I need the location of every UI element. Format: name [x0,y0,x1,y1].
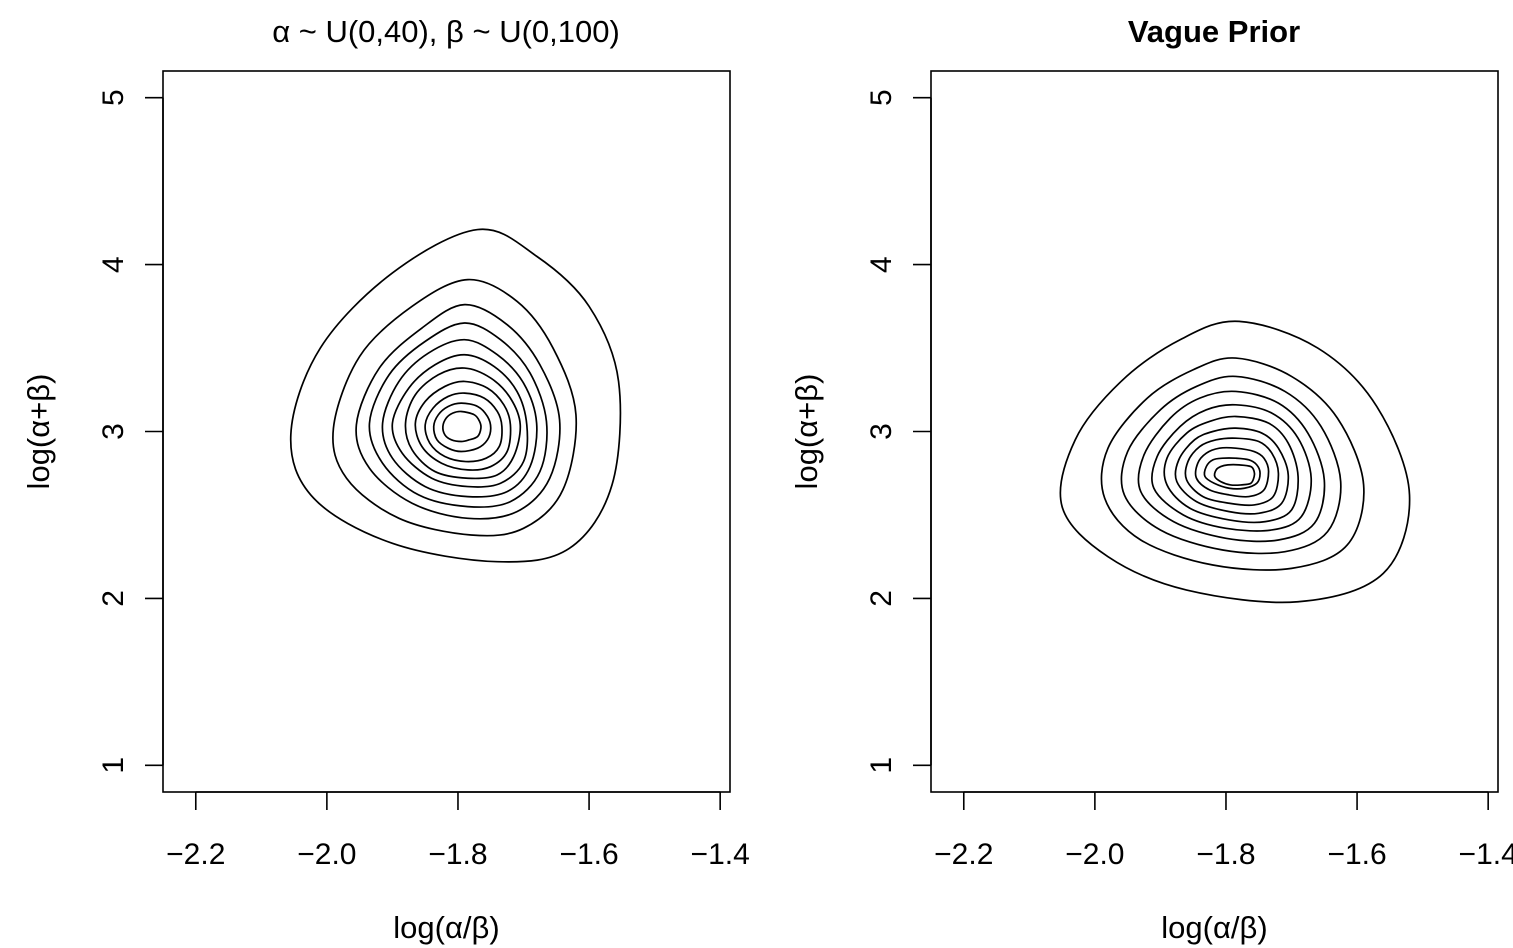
x-tick-label: −1.4 [691,838,750,871]
contour-line-9 [1194,446,1270,498]
contour-line-11 [442,410,482,443]
x-tick-label: −1.8 [1196,838,1255,871]
y-tick-label: 5 [865,89,898,106]
contour-line-11 [1213,463,1256,487]
y-tick-label: 1 [865,757,898,774]
x-tick-label: −1.8 [428,838,487,871]
y-tick-label: 4 [865,256,898,273]
contour-line-6 [391,353,529,488]
y-tick-label: 3 [97,423,130,440]
x-tick-label: −2.0 [1065,838,1124,871]
contour-line-1 [289,228,622,563]
x-tick-label: −2.0 [297,838,356,871]
contour-line-3 [355,303,561,520]
chart-title: α ~ U(0,40), β ~ U(0,100) [272,14,620,49]
contour-line-4 [1137,390,1326,543]
contour-line-10 [1203,457,1261,490]
y-tick-label: 3 [865,423,898,440]
contour-line-2 [1100,357,1365,571]
contour-line-5 [1150,403,1313,532]
x-tick-label: −2.2 [934,838,993,871]
y-axis-label: log(α+β) [21,374,56,490]
x-axis-label: log(α/β) [393,910,499,945]
contour-line-6 [1163,415,1300,524]
y-tick-label: 2 [865,590,898,607]
contour-line-7 [404,367,522,480]
plot-frame [162,70,731,793]
chart-panel-2: Vague Prior −2.2 −2.0 −1.8 −1.6 −1.4 1 2 3 4 5 log(… [789,14,1513,945]
chart-panel-1: α ~ U(0,40), β ~ U(0,100) −2.2 −2.0 −1.8 −1.… [21,14,750,945]
y-tick-label: 4 [97,256,130,273]
x-axis-label: log(α/β) [1161,910,1267,945]
x-tick-label: −1.4 [1459,838,1513,871]
contour-line-2 [332,278,578,537]
x-tick-label: −1.6 [1327,838,1386,871]
contour-line-5 [381,338,538,498]
contour-line-8 [414,380,512,471]
x-tick-label: −1.6 [559,838,618,871]
y-tick-label: 5 [97,89,130,106]
contour-line-7 [1174,427,1290,515]
contour-line-4 [368,322,548,508]
y-tick-label: 1 [97,757,130,774]
y-axis-label: log(α+β) [789,374,824,490]
chart-title: Vague Prior [1128,14,1300,49]
contour-line-1 [1059,320,1411,604]
x-tick-label: −2.2 [166,838,225,871]
contour-line-8 [1184,437,1280,507]
y-tick-label: 2 [97,590,130,607]
contour-line-10 [432,402,492,453]
contour-line-3 [1120,375,1342,555]
contour-line-9 [424,392,503,463]
